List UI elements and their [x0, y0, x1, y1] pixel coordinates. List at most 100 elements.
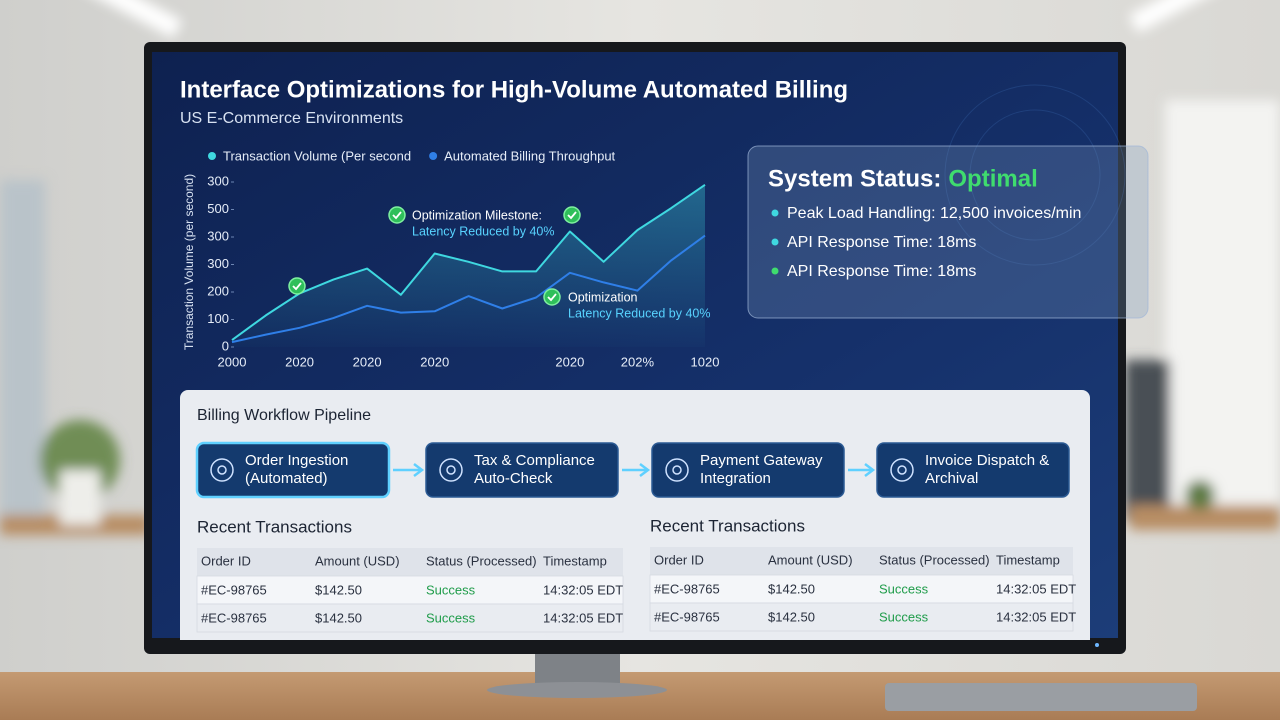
milestone-icon: [563, 206, 581, 224]
table-row-bg: [196, 575, 624, 605]
step-label: Auto-Check: [474, 470, 553, 487]
table-header: Amount (USD): [768, 552, 853, 567]
table-cell: Success: [426, 610, 476, 625]
status-title: System Status:: [768, 165, 941, 192]
milestone-icon: [288, 277, 306, 295]
line: [231, 183, 706, 341]
pipeline-arrow-head: [639, 463, 651, 477]
legend-marker: [429, 152, 438, 160]
x-tick-label: 2020: [420, 354, 449, 369]
step-label: (Automated): [245, 470, 328, 487]
table-cell: #EC-98765: [654, 581, 720, 596]
step-label: Tax & Compliance: [474, 452, 595, 469]
table-header-bg: [650, 547, 1073, 575]
y-axis-label: Transaction Volume (per second): [182, 174, 196, 350]
status-item: Peak Load Handling: 12,500 invoices/min: [787, 205, 1081, 222]
background-blur: [0, 0, 1280, 535]
annotation: Latency Reduced by 40%: [568, 306, 710, 320]
pipeline-step: [425, 442, 619, 498]
table-header: Timestamp: [996, 552, 1060, 567]
status-bullet: [771, 267, 779, 275]
page-subtitle: US E-Commerce Environments: [180, 110, 403, 127]
table-cell: 14:32:05 EDT: [996, 581, 1076, 596]
y-tick-label: 300: [207, 256, 229, 271]
step-icon: [210, 458, 234, 482]
decor-rings: [944, 84, 1126, 266]
milestone-check: [567, 211, 577, 220]
table-cell: #EC-98765: [201, 610, 267, 625]
y-tick-label: 200: [207, 283, 229, 298]
pipeline-step: [651, 442, 845, 498]
table-header: Status (Processed): [879, 552, 990, 567]
monitor-base: [487, 682, 667, 698]
milestone-check: [292, 282, 302, 291]
legend-label: Automated Billing Throughput: [444, 148, 615, 163]
x-tick-label: 2020: [555, 354, 584, 369]
table-header: Order ID: [201, 553, 251, 568]
milestone-icon: [388, 206, 406, 224]
table-cell: #EC-98765: [654, 609, 720, 624]
milestone-check: [392, 211, 402, 220]
step-icon-core: [446, 465, 456, 475]
step-icon-core: [217, 465, 227, 475]
table-cell: Success: [879, 609, 929, 624]
table-header: Timestamp: [543, 553, 607, 568]
table-title: Recent Transactions: [650, 516, 805, 535]
table-cell: Success: [426, 582, 476, 597]
step-icon: [439, 458, 463, 482]
line: [231, 234, 706, 344]
x-tick-label: 2020: [353, 354, 382, 369]
legend-marker: [208, 152, 216, 160]
step-label: Order Ingestion: [245, 452, 348, 469]
table-cell: 14:32:05 EDT: [543, 582, 623, 597]
table-cell: #EC-98765: [201, 582, 267, 597]
y-tick-label: 300: [207, 173, 229, 188]
step-label: Invoice Dispatch &: [925, 452, 1049, 469]
table-row-bg: [649, 574, 1074, 604]
table-cell: $142.50: [315, 610, 362, 625]
table-cell: 14:32:05 EDT: [543, 610, 623, 625]
x-tick-label: 1020: [691, 354, 720, 369]
lower-content: Order Ingestion(Automated) Tax & Complian…: [195, 441, 1076, 633]
step-icon: [665, 458, 689, 482]
table-cell: Success: [879, 581, 929, 596]
table-cell: $142.50: [768, 581, 815, 596]
y-tick-label: 300: [207, 228, 229, 243]
y-tick-label: 500: [207, 201, 229, 216]
page-title: Interface Optimizations for High-Volume …: [180, 76, 848, 103]
table-header-bg: [197, 548, 623, 576]
keyboard: [885, 683, 1197, 711]
table-header: Status (Processed): [426, 553, 537, 568]
x-tick-label: 2020: [285, 354, 314, 369]
milestone-icon: [543, 288, 561, 306]
step-label: Payment Gateway: [700, 452, 823, 469]
table-title: Recent Transactions: [197, 517, 352, 536]
annotation: Optimization Milestone:: [412, 208, 542, 222]
pipeline-arrow-head: [864, 463, 876, 477]
table-header: Order ID: [654, 552, 704, 567]
step-icon-core: [897, 465, 907, 475]
table-row-bg: [196, 603, 624, 633]
pipeline-title: Billing Workflow Pipeline: [197, 407, 371, 424]
pipeline-arrow-head: [413, 463, 425, 477]
x-tick-label: 2000: [218, 354, 247, 369]
chart: Transaction Volume (per second) 0 100 200 30…: [182, 148, 719, 369]
area: [232, 184, 705, 347]
y-tick-label: 0: [222, 338, 229, 353]
table-cell: $142.50: [768, 609, 815, 624]
status-bullet: [771, 238, 779, 246]
x-tick-label: 202%: [621, 354, 655, 369]
annotation: Latency Reduced by 40%: [412, 224, 554, 238]
table-row-bg: [649, 602, 1074, 632]
status-item: API Response Time: 18ms: [787, 263, 976, 280]
status-state: Optimal: [948, 165, 1037, 192]
status-bullet: [771, 209, 779, 217]
step-icon-core: [672, 465, 682, 475]
table-cell: 14:32:05 EDT: [996, 609, 1076, 624]
step-label: Archival: [925, 470, 978, 487]
status-card: [747, 145, 1149, 319]
milestone-check: [547, 293, 557, 302]
pipeline-step: [195, 441, 391, 499]
